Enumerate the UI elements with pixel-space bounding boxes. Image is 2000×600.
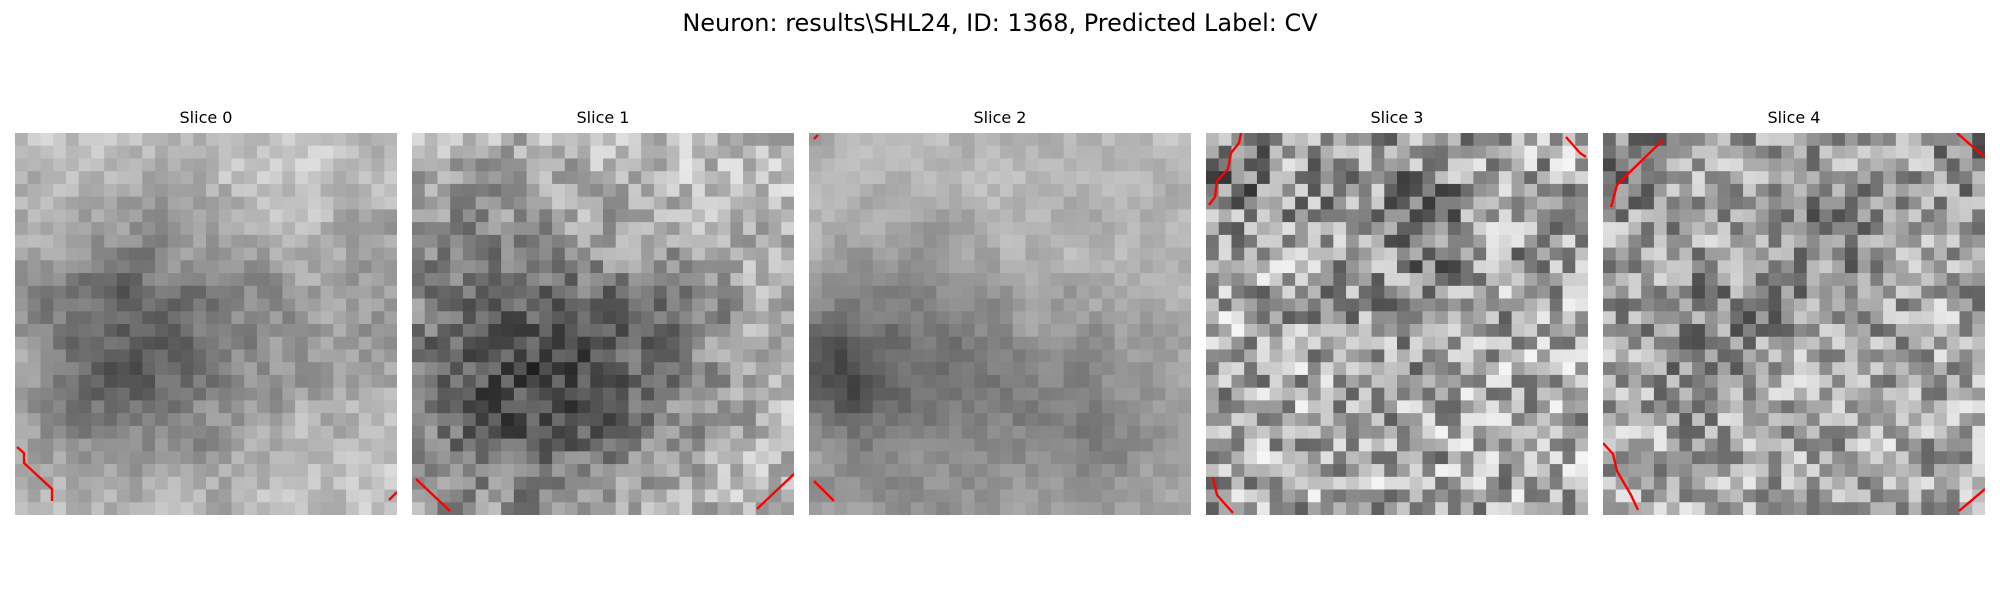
contour-line	[813, 134, 819, 140]
contour-line	[1208, 133, 1243, 206]
contour-line	[1956, 133, 1985, 158]
slice-image	[1206, 133, 1588, 515]
contour-line	[756, 473, 794, 510]
slice-panel-2: Slice 2	[809, 106, 1191, 518]
slice-title: Slice 1	[576, 108, 630, 127]
slice-title: Slice 2	[973, 108, 1027, 127]
contour-line	[1565, 136, 1587, 158]
slice-title: Slice 4	[1767, 108, 1821, 127]
slice-image	[412, 133, 794, 515]
slice-image	[15, 133, 397, 515]
contour-line	[388, 491, 397, 501]
contour-line	[415, 478, 451, 512]
slice-title: Slice 3	[1370, 108, 1424, 127]
contour-line	[1211, 477, 1234, 514]
contour-line	[16, 446, 54, 501]
slice-panel-1: Slice 1	[412, 106, 794, 518]
contour-line	[1603, 442, 1640, 511]
contour-line	[1609, 138, 1665, 208]
slice-panel-0: Slice 0	[15, 106, 397, 518]
slice-image	[1603, 133, 1985, 515]
slice-title: Slice 0	[179, 108, 233, 127]
contour-line	[1958, 488, 1985, 512]
slice-panel-4: Slice 4	[1603, 106, 1985, 518]
slice-panel-3: Slice 3	[1206, 106, 1588, 518]
contour-line	[813, 480, 835, 502]
slice-image	[809, 133, 1191, 515]
figure-title: Neuron: results\SHL24, ID: 1368, Predict…	[682, 9, 1318, 37]
